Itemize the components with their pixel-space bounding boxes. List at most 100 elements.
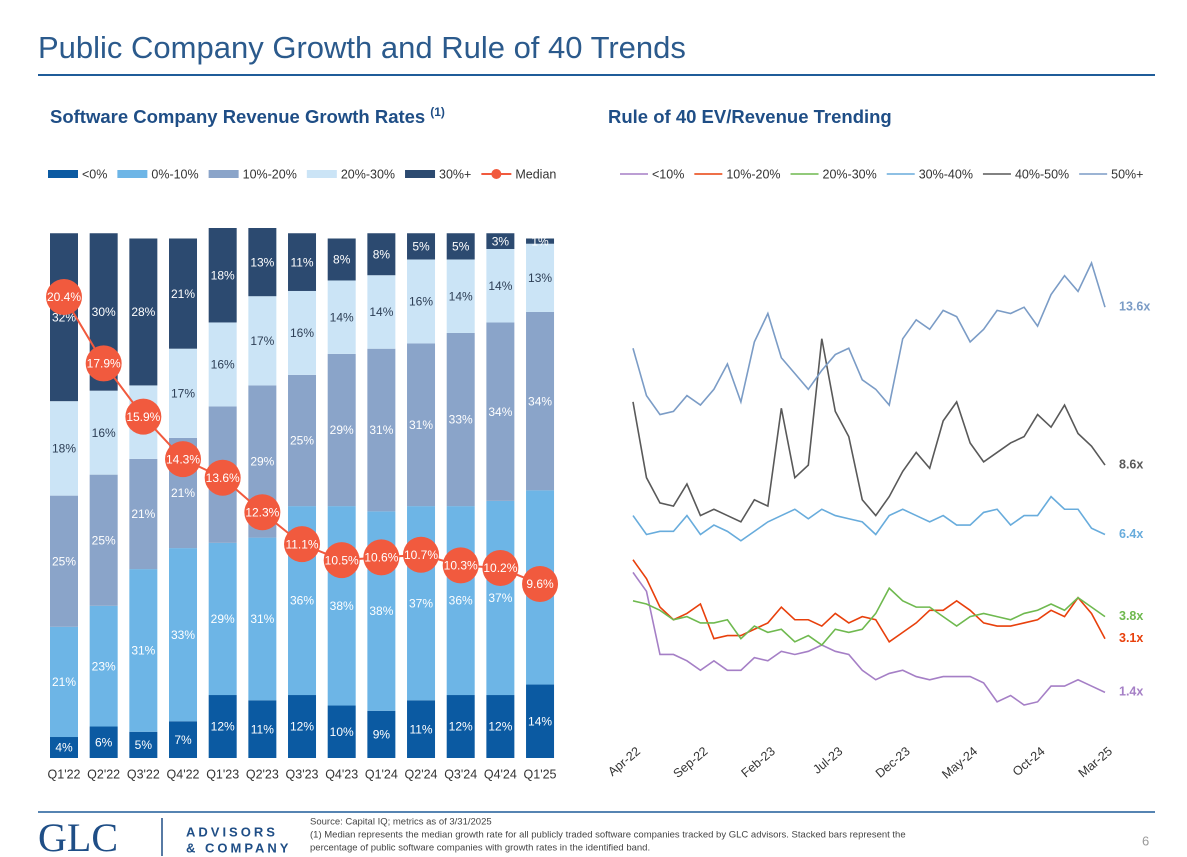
x-tick-label: Q1'25 [524, 767, 557, 781]
median-point [165, 441, 202, 478]
median-point [442, 547, 479, 584]
bar-segment [288, 695, 317, 758]
line [632, 571, 1106, 706]
bar-segment [288, 233, 317, 291]
median-point [284, 526, 321, 563]
median-label: 14.3% [166, 452, 200, 466]
bar-segment [367, 348, 396, 512]
x-tick-label: Sep-22 [671, 744, 711, 781]
x-tick-label: Feb-23 [739, 744, 778, 780]
bar-segment [446, 695, 475, 758]
bar-label: 21% [171, 287, 195, 301]
bar-label: 17% [250, 334, 274, 348]
bar-label: 14% [369, 305, 393, 319]
bar-label: 14% [449, 289, 473, 303]
footer-source: Source: Capital IQ; metrics as of 3/31/2… [310, 817, 492, 828]
bar-segment [129, 731, 158, 758]
legend-swatch [306, 170, 337, 178]
slide-title: Public Company Growth and Rule of 40 Tre… [38, 30, 686, 65]
median-label: 20.4% [47, 290, 81, 304]
median-label: 11.1% [285, 537, 318, 551]
logo-mark: GLC [38, 815, 118, 857]
x-tick-label: Q2'24 [405, 767, 438, 781]
bar-segment [89, 605, 118, 727]
bar-label: 13% [250, 255, 274, 269]
bar-label: 8% [373, 247, 391, 261]
median-label: 13.6% [206, 471, 240, 485]
bar-label: 12% [290, 720, 314, 734]
footer-note: (1) Median represents the median growth … [310, 830, 906, 841]
bar-segment [169, 548, 198, 722]
bar-label: 34% [528, 394, 552, 408]
bar-segment [129, 458, 158, 570]
bar-label: 33% [449, 413, 473, 427]
bar-segment [50, 495, 78, 627]
bar-label: 16% [409, 295, 433, 309]
median-point [125, 398, 162, 435]
line [632, 559, 1106, 644]
bar-label: 12% [449, 720, 473, 734]
bar-label: 38% [330, 599, 354, 613]
x-tick-label: Q4'22 [167, 767, 200, 781]
bar-segment [407, 700, 436, 758]
bar-label: 8% [333, 253, 351, 267]
bar-label: 6% [95, 735, 113, 749]
bar-segment [248, 537, 277, 701]
legend-swatch [405, 170, 436, 178]
x-tick-label: Q4'23 [325, 767, 358, 781]
bar-segment [526, 238, 555, 244]
bar-label: 21% [52, 675, 76, 689]
line [632, 260, 1106, 416]
bar-segment [248, 296, 277, 386]
bar-segment [169, 348, 198, 438]
bar-segment [327, 353, 356, 507]
bar-segment [129, 569, 158, 732]
bar-label: 37% [409, 596, 433, 610]
median-point [522, 566, 559, 602]
bar-segment [208, 228, 237, 323]
legend-marker [491, 169, 502, 179]
bar-label: 1% [531, 234, 549, 248]
bar-label: 29% [250, 455, 274, 469]
bar-segment [407, 233, 436, 260]
x-tick-label: Q2'22 [87, 767, 120, 781]
x-tick-label: Q3'24 [444, 767, 477, 781]
bar-segment [248, 228, 277, 297]
legend-label: 40%-50% [1015, 167, 1069, 181]
bar-label: 25% [290, 434, 314, 448]
bar-segment [169, 721, 198, 758]
bar-label: 25% [52, 554, 76, 568]
bar-label: 13% [528, 271, 552, 285]
bar-label: 38% [369, 604, 393, 618]
bar-segment [208, 542, 237, 696]
bar-segment [50, 737, 78, 758]
x-tick-label: Q2'23 [246, 767, 279, 781]
median-label: 17.9% [87, 357, 121, 371]
bar-segment [446, 332, 475, 507]
bar-label: 25% [92, 533, 116, 547]
bar-label: 31% [409, 418, 433, 432]
legend-label: 0%-10% [151, 167, 198, 181]
bar-segment [50, 233, 78, 402]
bar-segment [407, 343, 436, 507]
median-label: 10.5% [325, 553, 359, 567]
chart-title: Software Company Revenue Growth Rates [50, 106, 425, 127]
legend-label: 20%-30% [823, 167, 877, 181]
bar-segment [208, 322, 237, 407]
x-tick-label: Q1'23 [206, 767, 239, 781]
median-label: 15.9% [126, 410, 160, 424]
bar-label: 16% [290, 326, 314, 340]
bar-label: 12% [488, 720, 512, 734]
bar-label: 18% [211, 268, 235, 282]
legend-label: 20%-30% [341, 167, 395, 181]
x-tick-label: May-24 [939, 744, 980, 782]
end-label: 8.6x [1119, 457, 1143, 471]
bar-segment [327, 238, 356, 281]
median-point [323, 542, 360, 579]
line [632, 495, 1106, 542]
x-tick-label: Q3'22 [127, 767, 160, 781]
bar-label: 4% [55, 741, 73, 755]
bar-label: 36% [449, 594, 473, 608]
bar-label: 31% [369, 423, 393, 437]
x-tick-label: Oct-24 [1010, 744, 1048, 779]
